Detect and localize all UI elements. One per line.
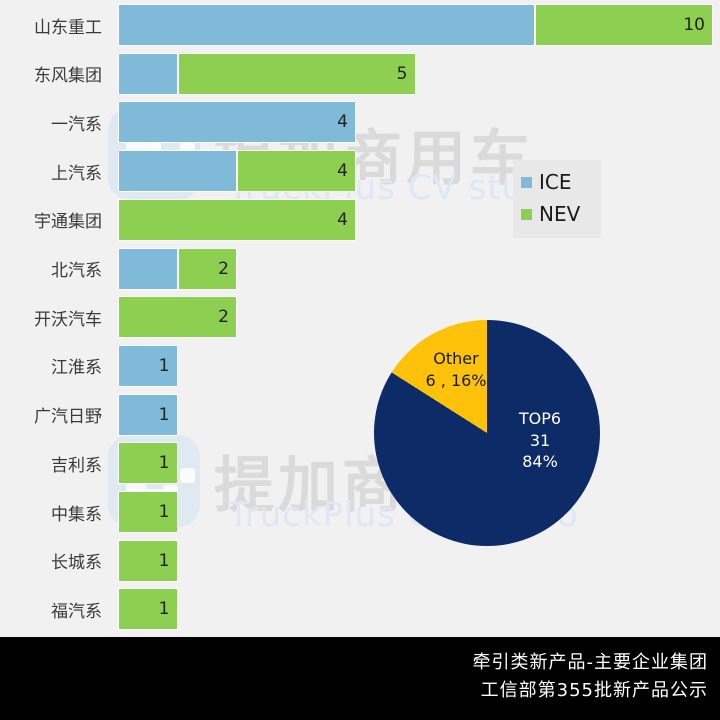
bar-category-label: 一汽系 xyxy=(51,114,102,135)
bar-stack[interactable]: 1 xyxy=(118,491,178,533)
bar-stack[interactable]: 1 xyxy=(118,539,178,582)
bar-segment-nev[interactable] xyxy=(237,150,356,193)
bar-stack[interactable]: 4 xyxy=(118,150,356,193)
bar-stack[interactable]: 1 xyxy=(118,442,178,485)
bar-category-label: 上汽系 xyxy=(51,163,102,184)
bar-category-label: 吉利系 xyxy=(51,455,102,476)
bar-segment-nev[interactable] xyxy=(177,52,416,95)
bar-segment-ice[interactable] xyxy=(118,393,178,436)
bar-category-label: 北汽系 xyxy=(51,261,102,281)
bar-segment-nev[interactable] xyxy=(118,539,178,582)
bar-segment-nev[interactable] xyxy=(118,491,178,533)
bar-segment-nev[interactable] xyxy=(118,296,237,339)
bar-value-label: 5 xyxy=(396,63,408,84)
bar-row: 北汽系 2 xyxy=(0,247,720,290)
bar-row: 宇通集团 4 xyxy=(0,198,720,241)
bar-stack[interactable]: 1 xyxy=(118,393,178,436)
bar-category-label: 福汽系 xyxy=(51,601,102,622)
bar-value-label: 1 xyxy=(158,502,170,522)
footer-caption: 牵引类新产品-主要企业集团 工信部第355批新产品公示 xyxy=(0,637,720,720)
footer-line-1: 牵引类新产品-主要企业集团 xyxy=(472,652,708,673)
bar-value-label: 1 xyxy=(158,550,170,571)
bar-stack[interactable]: 5 xyxy=(118,52,416,95)
pie-top6-name: TOP6 xyxy=(518,409,562,428)
bar-segment-nev[interactable] xyxy=(118,442,178,485)
bar-segment-ice[interactable] xyxy=(118,52,178,95)
bar-segment-ice[interactable] xyxy=(118,4,535,46)
bar-row: 江淮系 1 xyxy=(0,344,720,387)
bar-stack[interactable]: 2 xyxy=(118,247,237,290)
bar-segment-ice[interactable] xyxy=(118,344,178,387)
bar-row: 广汽日野 1 xyxy=(0,393,720,436)
pie-top6-percent: 84% xyxy=(522,452,558,472)
bar-value-label: 1 xyxy=(158,355,170,376)
pie-chart: Other 6 , 16% TOP6 31 84% xyxy=(374,320,600,546)
bar-value-label: 4 xyxy=(337,112,348,133)
bar-row: 东风集团 5 xyxy=(0,52,720,95)
bar-stack[interactable]: 10 xyxy=(118,4,713,46)
bar-category-label: 宇通集团 xyxy=(34,212,102,233)
bar-segment-nev[interactable] xyxy=(534,4,713,46)
bar-category-label: 东风集团 xyxy=(34,66,102,87)
bar-value-label: 10 xyxy=(683,15,705,35)
bar-segment-ice[interactable] xyxy=(118,247,178,290)
bar-value-label: 1 xyxy=(158,453,170,474)
bar-stack[interactable]: 4 xyxy=(118,101,356,144)
bar-value-label: 1 xyxy=(158,404,170,425)
bar-row: 福汽系 1 xyxy=(0,588,720,631)
pie-slice-label-top6: TOP6 31 84% xyxy=(492,408,588,473)
bar-value-label: 4 xyxy=(337,209,348,230)
bar-category-label: 长城系 xyxy=(51,553,102,574)
legend-swatch-ice xyxy=(521,176,532,188)
bar-segment-nev[interactable] xyxy=(177,247,237,290)
bar-segment-ice[interactable] xyxy=(118,101,356,144)
bar-row: 中集系 1 xyxy=(0,491,720,533)
legend-label-ice: ICE xyxy=(539,170,572,194)
bar-stack[interactable]: 4 xyxy=(118,198,356,241)
pie-slice-label-other: Other 6 , 16% xyxy=(408,348,504,391)
bar-value-label: 4 xyxy=(337,161,348,182)
bar-value-label: 2 xyxy=(218,307,229,328)
bar-segment-nev[interactable] xyxy=(118,588,178,631)
pie-disc xyxy=(374,320,600,546)
legend-item-nev[interactable]: NEV xyxy=(521,198,593,230)
bar-category-label: 广汽日野 xyxy=(34,407,102,428)
bar-stack[interactable]: 1 xyxy=(118,588,178,631)
bar-value-label: 1 xyxy=(158,599,170,620)
bar-row: 开沃汽车 2 xyxy=(0,296,720,339)
bar-row: 一汽系 4 xyxy=(0,101,720,144)
bar-segment-ice[interactable] xyxy=(118,150,237,193)
bar-category-label: 山东重工 xyxy=(34,17,102,38)
bar-stack[interactable]: 1 xyxy=(118,344,178,387)
bar-row: 长城系 1 xyxy=(0,539,720,582)
bar-category-label: 中集系 xyxy=(51,504,102,525)
pie-other-detail: 6 , 16% xyxy=(425,370,487,390)
bar-category-label: 开沃汽车 xyxy=(34,309,102,330)
bar-value-label: 2 xyxy=(218,258,229,279)
chart-legend: ICE NEV xyxy=(513,160,601,238)
bar-row: 山东重工 10 xyxy=(0,4,720,46)
legend-swatch-nev xyxy=(521,208,532,220)
bar-row: 上汽系 4 xyxy=(0,150,720,193)
legend-item-ice[interactable]: ICE xyxy=(521,166,593,198)
pie-other-name: Other xyxy=(433,349,479,368)
horizontal-stacked-bar-chart: 山东重工 10 东风集团 5 一汽系 4 上汽系 4 宇通集团 4 北汽系 2 开沃汽车 2 江淮系 1 广汽日… xyxy=(0,4,720,631)
footer-line-2: 工信部第355批新产品公示 xyxy=(480,679,708,701)
bar-row: 吉利系 1 xyxy=(0,442,720,485)
legend-label-nev: NEV xyxy=(539,202,581,226)
bar-category-label: 江淮系 xyxy=(51,358,102,379)
pie-top6-count: 31 xyxy=(529,430,551,450)
bar-segment-nev[interactable] xyxy=(118,198,356,241)
bar-stack[interactable]: 2 xyxy=(118,296,237,339)
